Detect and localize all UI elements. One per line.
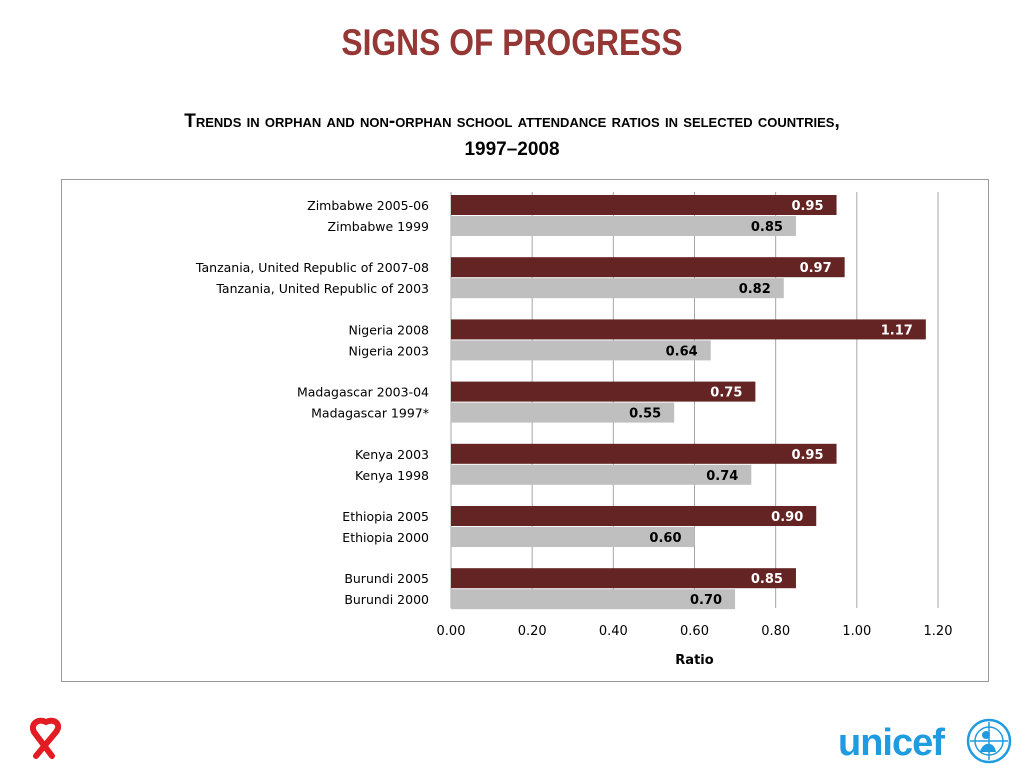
x-tick-label: 1.20 <box>924 624 953 639</box>
red-ribbon-icon <box>30 717 62 759</box>
data-label: 0.55 <box>629 407 661 422</box>
bar-recent <box>451 319 926 340</box>
data-label: 0.85 <box>751 220 783 235</box>
category-label: Tanzania, United Republic of 2007-08 <box>195 260 429 275</box>
bar-chart: 0.95 Zimbabwe 2005-06 0.85 Zimbabwe 1999 0.9… <box>195 192 953 668</box>
bar-earlier <box>451 402 675 423</box>
category-label: Ethiopia 2005 <box>342 509 429 524</box>
x-tick-label: 0.40 <box>599 624 628 639</box>
bar-earlier <box>451 589 736 610</box>
category-label: Nigeria 2003 <box>348 343 429 358</box>
x-axis-title: Ratio <box>675 653 713 668</box>
chart-subtitle: Trends in orphan and non-orphan school a… <box>72 108 952 164</box>
data-label: 0.90 <box>771 510 803 525</box>
bar-earlier <box>451 340 711 361</box>
bar-recent <box>451 195 837 215</box>
bar-recent <box>451 506 817 526</box>
category-label: Burundi 2005 <box>344 571 429 586</box>
data-label: 0.95 <box>791 448 823 463</box>
data-label: 0.64 <box>666 344 698 359</box>
data-label: 0.82 <box>739 282 771 297</box>
x-tick-label: 0.80 <box>761 624 790 639</box>
category-label: Tanzania, United Republic of 2003 <box>215 281 429 296</box>
data-label: 0.70 <box>690 593 722 608</box>
data-label: 0.97 <box>800 261 832 276</box>
bar-recent <box>451 257 845 278</box>
category-label: Burundi 2000 <box>344 592 429 607</box>
data-label: 0.85 <box>751 572 783 587</box>
bar-recent <box>451 381 756 402</box>
subtitle-line-1: Trends in orphan and non-orphan school a… <box>184 111 840 132</box>
bar-earlier <box>451 278 784 299</box>
x-tick-label: 0.00 <box>437 624 466 639</box>
subtitle-line-2: 1997–2008 <box>464 139 560 160</box>
bar-earlier <box>451 464 752 485</box>
slide-title: SIGNS OF PROGRESS <box>341 22 683 63</box>
category-label: Ethiopia 2000 <box>342 530 429 545</box>
data-label: 0.74 <box>706 469 738 484</box>
category-label: Madagascar 2003-04 <box>297 385 429 400</box>
category-label: Nigeria 2008 <box>348 322 429 337</box>
category-label: Kenya 2003 <box>355 447 429 462</box>
category-label: Zimbabwe 1999 <box>328 219 429 234</box>
data-label: 1.17 <box>881 323 913 338</box>
data-label: 0.60 <box>649 531 681 546</box>
bar-recent <box>451 443 837 464</box>
unicef-logo: unicef <box>838 718 1014 764</box>
x-tick-label: 1.00 <box>842 624 871 639</box>
data-label: 0.95 <box>791 199 823 214</box>
bar-earlier <box>451 527 695 547</box>
unicef-wordmark: unicef <box>838 722 945 764</box>
x-tick-label: 0.20 <box>518 624 547 639</box>
bar-recent <box>451 568 796 589</box>
chart-frame: 0.95 Zimbabwe 2005-06 0.85 Zimbabwe 1999 0.9… <box>61 179 989 682</box>
category-label: Kenya 1998 <box>355 468 429 483</box>
category-label: Madagascar 1997* <box>311 406 429 421</box>
un-globe-emblem-icon <box>966 718 1012 764</box>
bar-earlier <box>451 216 796 236</box>
data-label: 0.75 <box>710 386 742 401</box>
category-label: Zimbabwe 2005-06 <box>307 198 429 213</box>
x-tick-label: 0.60 <box>680 624 709 639</box>
